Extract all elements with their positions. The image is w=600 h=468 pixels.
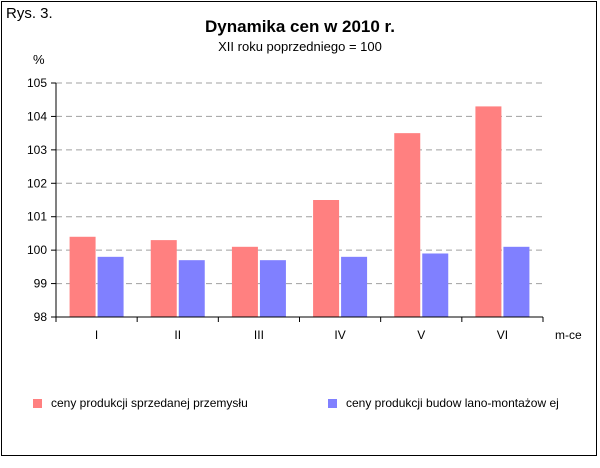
y-tick-label: 100 bbox=[27, 243, 47, 257]
legend-swatch-series-1 bbox=[33, 398, 42, 408]
x-tick-label: IV bbox=[334, 328, 345, 342]
legend-label-series-2: ceny produkcji budow lano-montażow ej bbox=[346, 396, 559, 410]
bar-series-2 bbox=[259, 260, 286, 317]
x-tick-label: III bbox=[254, 328, 264, 342]
legend-item-series-2: ceny produkcji budow lano-montażow ej bbox=[328, 396, 559, 410]
x-axis-label: m-ce bbox=[555, 328, 582, 342]
bar-series-2 bbox=[503, 246, 530, 317]
chart-subtitle: XII roku poprzedniego = 100 bbox=[218, 39, 382, 54]
legend: ceny produkcji sprzedanej przemysłu ceny… bbox=[0, 396, 600, 416]
y-tick-label: 101 bbox=[27, 210, 47, 224]
chart-title: Dynamika cen w 2010 r. bbox=[205, 17, 395, 36]
x-tick-label: II bbox=[174, 328, 181, 342]
bar-series-1 bbox=[69, 236, 96, 317]
bar-series-2 bbox=[341, 256, 368, 317]
x-tick-label: VI bbox=[497, 328, 508, 342]
legend-item-series-1: ceny produkcji sprzedanej przemysłu bbox=[33, 396, 248, 410]
y-tick-label: 99 bbox=[34, 277, 48, 291]
bar-series-1 bbox=[313, 200, 340, 317]
y-tick-label: 102 bbox=[27, 176, 47, 190]
bar-series-1 bbox=[150, 240, 177, 317]
bar-series-1 bbox=[231, 246, 258, 317]
bar-series-1 bbox=[475, 106, 502, 318]
x-tick-label: I bbox=[95, 328, 98, 342]
x-tick-label: V bbox=[417, 328, 425, 342]
bar-series-2 bbox=[422, 253, 449, 317]
y-tick-label: 103 bbox=[27, 143, 47, 157]
figure-label: Rys. 3. bbox=[6, 5, 53, 22]
y-tick-label: 104 bbox=[27, 109, 47, 123]
legend-swatch-series-2 bbox=[328, 398, 337, 408]
bar-series-2 bbox=[178, 260, 205, 317]
y-axis-label: % bbox=[33, 52, 45, 67]
grid-lines bbox=[56, 82, 543, 285]
y-tick-label: 105 bbox=[27, 76, 47, 90]
axes bbox=[51, 82, 544, 322]
legend-label-series-1: ceny produkcji sprzedanej przemysłu bbox=[51, 396, 248, 410]
y-tick-label: 98 bbox=[34, 310, 48, 324]
bar-series-2 bbox=[97, 256, 124, 317]
bar-series-1 bbox=[394, 133, 421, 317]
bars bbox=[69, 106, 530, 318]
